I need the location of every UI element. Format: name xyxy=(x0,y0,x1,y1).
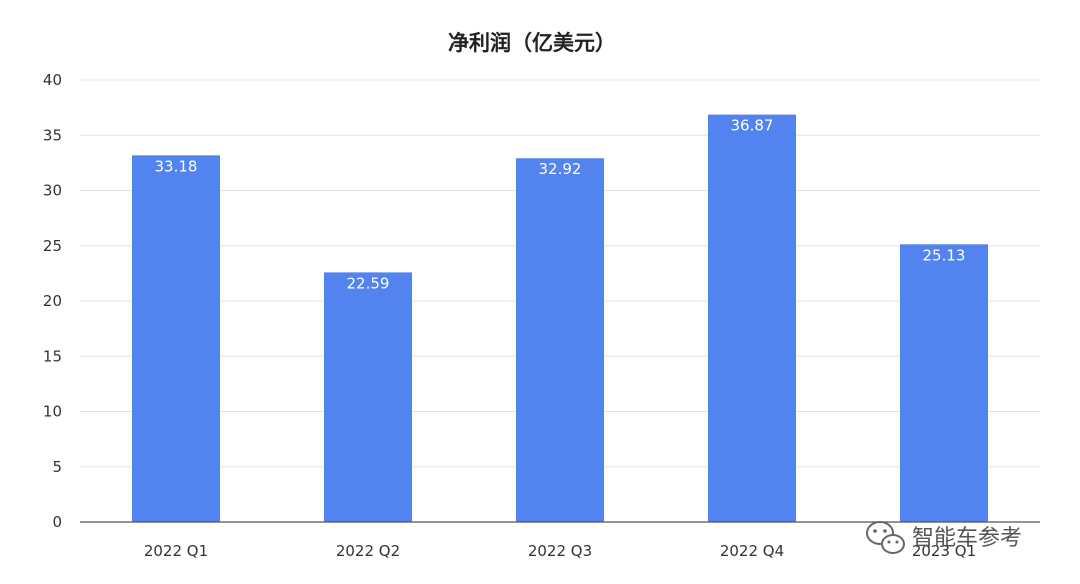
y-tick-label: 35 xyxy=(43,126,62,144)
y-tick-label: 40 xyxy=(43,71,62,89)
bars xyxy=(132,114,988,523)
data-label: 25.13 xyxy=(923,246,966,264)
y-tick-label: 10 xyxy=(43,403,62,421)
y-tick-label: 15 xyxy=(43,347,62,365)
x-tick-label: 2022 Q4 xyxy=(720,542,784,560)
x-axis-ticks: 2022 Q1 2022 Q2 2022 Q3 2022 Q4 2023 Q1 xyxy=(144,542,976,560)
chart-title: 净利润（亿美元） xyxy=(448,31,616,55)
y-tick-label: 0 xyxy=(52,513,62,531)
data-label: 33.18 xyxy=(155,157,198,175)
x-tick-label: 2022 Q2 xyxy=(336,542,400,560)
bar xyxy=(324,272,412,522)
x-tick-label: 2023 Q1 xyxy=(912,542,976,560)
x-tick-label: 2022 Q3 xyxy=(528,542,592,560)
bar xyxy=(900,244,988,522)
y-axis-ticks: 0 5 10 15 20 25 30 35 40 xyxy=(43,71,62,531)
bar xyxy=(708,114,796,523)
x-tick-label: 2022 Q1 xyxy=(144,542,208,560)
bar xyxy=(516,158,604,522)
y-tick-label: 30 xyxy=(43,182,62,200)
y-tick-label: 20 xyxy=(43,292,62,310)
y-tick-label: 25 xyxy=(43,237,62,255)
data-label: 32.92 xyxy=(539,160,582,178)
watermark: 智能车参考 xyxy=(866,521,1022,554)
y-tick-label: 5 xyxy=(52,458,62,476)
wechat-icon xyxy=(866,521,905,554)
data-label: 22.59 xyxy=(347,274,390,292)
bar xyxy=(132,155,220,522)
data-labels: 33.18 22.59 32.92 36.87 25.13 xyxy=(155,117,966,293)
watermark-text: 智能车参考 xyxy=(912,526,1022,551)
data-label: 36.87 xyxy=(731,117,774,135)
